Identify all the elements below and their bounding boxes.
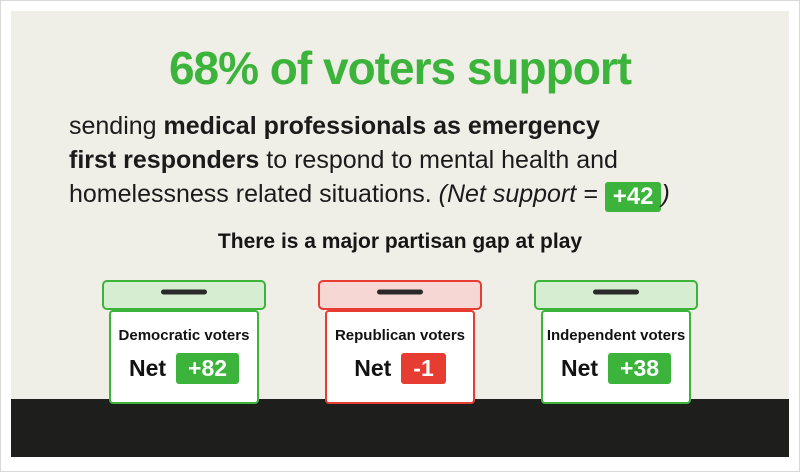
net-row: Net +82 — [111, 353, 257, 384]
ballot-box-republican: Republican voters Net -1 — [318, 280, 482, 404]
ballot-lid — [534, 280, 698, 310]
ballot-box-independent: Independent voters Net +38 — [534, 280, 698, 404]
group-label: Democratic voters — [118, 327, 250, 344]
body-line3-normal: homelessness related situations. — [69, 180, 439, 208]
body-line1-normal: sending — [69, 112, 164, 140]
net-support-close: ) — [661, 180, 670, 208]
body-text: sending medical professionals as emergen… — [69, 109, 739, 212]
subheading: There is a major partisan gap at play — [217, 230, 583, 253]
footer-band — [11, 399, 789, 457]
ballot-slot-icon — [593, 289, 639, 295]
ballot-lid — [102, 280, 266, 310]
net-label: Net — [560, 355, 599, 381]
headline: 68% of voters support — [168, 42, 632, 94]
body-line1-bold: medical professionals as emergency — [163, 112, 600, 140]
body-line2-bold: first responders — [69, 146, 260, 174]
ballot-body: Democratic voters Net +82 — [109, 310, 259, 404]
net-value-badge: -1 — [401, 353, 446, 384]
net-label: Net — [128, 355, 167, 381]
net-row: Net -1 — [327, 353, 473, 384]
net-support-open: (Net support = — [438, 180, 605, 208]
ballot-box-democratic: Democratic voters Net +82 — [102, 280, 266, 404]
net-value-badge: +38 — [608, 353, 672, 384]
group-label: Republican voters — [334, 327, 466, 344]
ballot-body: Republican voters Net -1 — [325, 310, 475, 404]
net-label: Net — [354, 355, 392, 381]
ballot-slot-icon — [377, 289, 423, 295]
net-support-badge: +42 — [604, 182, 662, 212]
ballot-slot-icon — [161, 289, 207, 295]
ballot-lid — [318, 280, 482, 310]
group-label: Independent voters — [546, 327, 686, 344]
ballot-body: Independent voters Net +38 — [541, 310, 691, 404]
body-line2-normal: to respond to mental health and — [259, 146, 618, 174]
infographic-canvas: 68% of voters support sending medical pr… — [11, 11, 789, 457]
net-value-badge: +82 — [176, 353, 240, 384]
net-row: Net +38 — [543, 353, 689, 384]
ballot-boxes-row: Democratic voters Net +82 Republican vot… — [11, 280, 789, 404]
